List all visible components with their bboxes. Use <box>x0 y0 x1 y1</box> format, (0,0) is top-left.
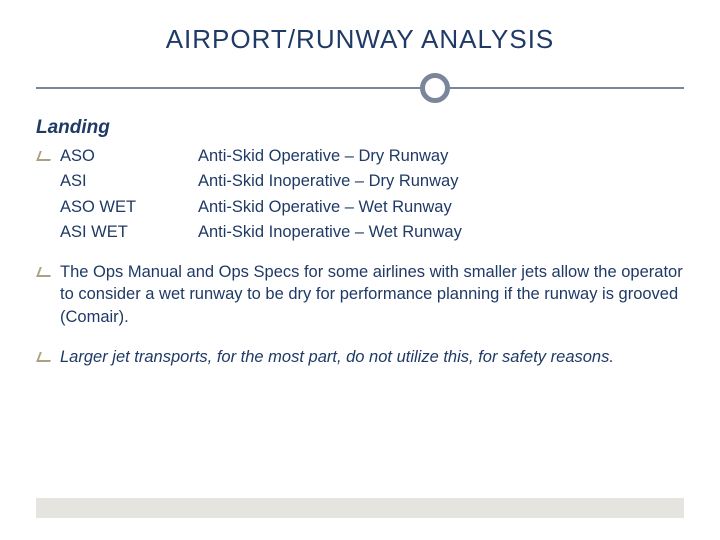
bullet-paragraph-italic: Larger jet transports, for the most part… <box>36 346 684 368</box>
code-desc: Anti-Skid Inoperative – Wet Runway <box>198 221 684 243</box>
footer-band <box>36 498 684 518</box>
ring-icon <box>420 73 450 103</box>
code-abbr: ASI WET <box>60 221 170 243</box>
section-heading: Landing <box>36 117 684 139</box>
code-abbr: ASI <box>60 170 170 192</box>
slide: AIRPORT/RUNWAY ANALYSIS Landing ASO Anti… <box>0 0 720 540</box>
bullet-codes: ASO Anti-Skid Operative – Dry Runway ASI… <box>36 145 684 243</box>
title-rule <box>36 73 684 103</box>
page-title: AIRPORT/RUNWAY ANALYSIS <box>36 24 684 55</box>
horizontal-rule <box>36 87 684 89</box>
code-desc: Anti-Skid Operative – Dry Runway <box>198 145 684 167</box>
code-abbr: ASO <box>60 145 170 167</box>
bullet-list: ASO Anti-Skid Operative – Dry Runway ASI… <box>36 145 684 368</box>
code-abbr: ASO WET <box>60 196 170 218</box>
code-desc: Anti-Skid Operative – Wet Runway <box>198 196 684 218</box>
code-grid: ASO Anti-Skid Operative – Dry Runway ASI… <box>60 145 684 243</box>
bullet-paragraph: The Ops Manual and Ops Specs for some ai… <box>36 261 684 328</box>
code-desc: Anti-Skid Inoperative – Dry Runway <box>198 170 684 192</box>
